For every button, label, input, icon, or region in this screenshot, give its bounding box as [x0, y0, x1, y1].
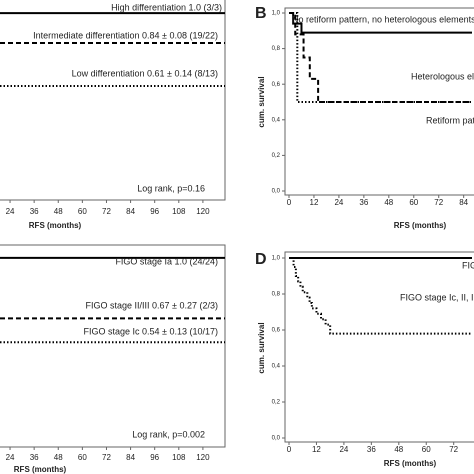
survival-curve [289, 257, 472, 335]
x-tick-label: 48 [384, 198, 393, 207]
plot-frame [0, 0, 226, 201]
x-tick-label: 60 [78, 453, 87, 462]
curve-label: FIGO [462, 260, 474, 270]
x-tick-label: 0 [287, 198, 292, 207]
x-tick-label: 48 [54, 453, 63, 462]
plot-frame [284, 7, 474, 196]
x-tick-label: 36 [359, 198, 368, 207]
x-tick-label: 60 [409, 198, 418, 207]
x-axis-label: RFS (months) [384, 459, 437, 468]
x-tick-label: 108 [172, 453, 186, 462]
y-tick-label: 1,0 [272, 11, 281, 17]
curve-label: No retiform pattern, no heterologous ele… [292, 14, 474, 24]
x-tick-label: 60 [422, 445, 431, 454]
panel-letter: B [255, 5, 267, 22]
annotation: Log rank, p=0.002 [132, 429, 205, 439]
curve-label: Heterologous elem [411, 71, 474, 81]
x-tick-label: 84 [126, 453, 135, 462]
x-tick-label: 96 [150, 453, 159, 462]
x-axis-label: RFS (months) [14, 465, 67, 474]
x-tick-label: 72 [102, 207, 111, 216]
curve-label: High differentiation 1.0 (3/3) [111, 2, 222, 12]
annotation: Log rank, p=0.16 [137, 183, 205, 193]
curve-label: FIGO stage II/III 0.67 ± 0.27 (2/3) [86, 300, 219, 310]
x-tick-label: 72 [434, 198, 443, 207]
panel-letter: D [255, 251, 267, 268]
x-tick-label: 120 [196, 453, 210, 462]
x-tick-label: 12 [312, 445, 321, 454]
survival-curve [289, 12, 472, 103]
x-tick-label: 24 [6, 207, 15, 216]
x-tick-label: 24 [339, 445, 348, 454]
curve-label: FIGO stage Ia 1.0 (24/24) [115, 256, 218, 266]
y-axis-label: cum. survival [257, 322, 266, 373]
x-axis-label: RFS (months) [29, 221, 82, 230]
x-tick-label: 120 [196, 207, 210, 216]
x-tick-label: 72 [449, 445, 458, 454]
x-tick-label: 36 [30, 453, 39, 462]
x-axis-label: RFS (months) [394, 221, 447, 230]
x-tick-label: 60 [78, 207, 87, 216]
plot-frame [0, 244, 226, 448]
y-tick-label: 0,8 [272, 46, 281, 52]
curve-label: Retiform patt [426, 115, 474, 125]
x-tick-label: 48 [394, 445, 403, 454]
x-tick-label: 48 [54, 207, 63, 216]
curve-label: FIGO stage Ic, II, III [400, 292, 474, 302]
x-tick-label: 72 [102, 453, 111, 462]
x-tick-label: 84 [459, 198, 468, 207]
y-tick-label: 0,6 [272, 328, 281, 334]
x-tick-label: 12 [310, 198, 319, 207]
x-tick-label: 36 [30, 207, 39, 216]
y-tick-label: 1,0 [272, 256, 281, 262]
x-tick-label: 0 [287, 445, 292, 454]
y-tick-label: 0,0 [272, 189, 281, 195]
x-tick-label: 36 [367, 445, 376, 454]
curve-label: Low differentiation 0.61 ± 0.14 (8/13) [72, 68, 218, 78]
y-tick-label: 0,4 [272, 364, 281, 370]
survival-curve [289, 12, 472, 103]
x-tick-label: 84 [126, 207, 135, 216]
x-tick-label: 108 [172, 207, 186, 216]
y-tick-label: 0,2 [272, 153, 281, 159]
y-tick-label: 0,6 [272, 82, 281, 88]
y-tick-label: 0,0 [272, 436, 281, 442]
x-tick-label: 24 [6, 453, 15, 462]
y-tick-label: 0,8 [272, 292, 281, 298]
y-axis-label: cum. survival [257, 76, 266, 127]
plot-frame [284, 251, 474, 443]
y-tick-label: 0,2 [272, 400, 281, 406]
curve-label: FIGO stage Ic 0.54 ± 0.13 (10/17) [83, 326, 218, 336]
x-tick-label: 24 [334, 198, 343, 207]
y-tick-label: 0,4 [272, 117, 281, 123]
curve-label: Intermediate differentiation 0.84 ± 0.08… [33, 30, 218, 40]
x-tick-label: 96 [150, 207, 159, 216]
